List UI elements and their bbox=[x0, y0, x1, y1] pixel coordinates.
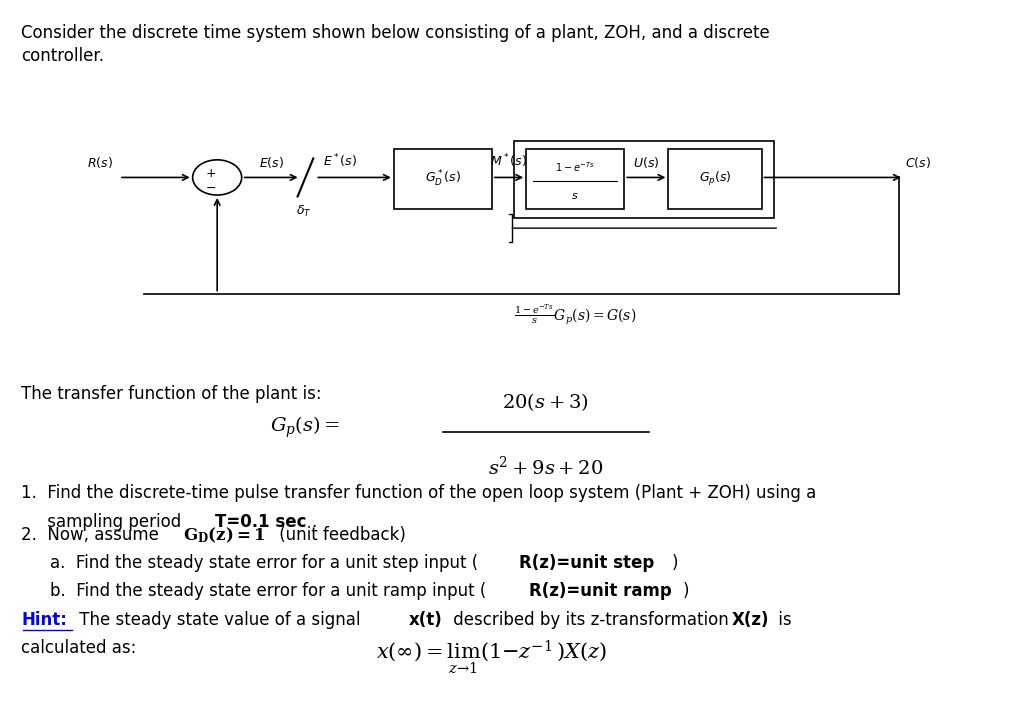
Text: ): ) bbox=[683, 583, 690, 600]
Text: controller.: controller. bbox=[21, 47, 104, 65]
Text: is: is bbox=[773, 611, 792, 629]
Text: $C(s)$: $C(s)$ bbox=[906, 156, 931, 170]
Text: described by its z-transformation: described by its z-transformation bbox=[448, 611, 734, 629]
Text: $U(s)$: $U(s)$ bbox=[633, 156, 659, 170]
Text: 2.  Now, assume: 2. Now, assume bbox=[21, 526, 164, 544]
Text: $R(s)$: $R(s)$ bbox=[87, 156, 112, 170]
Text: sampling period: sampling period bbox=[21, 513, 186, 532]
Text: $E^*(s)$: $E^*(s)$ bbox=[323, 153, 357, 170]
Text: The transfer function of the plant is:: The transfer function of the plant is: bbox=[21, 385, 321, 403]
Text: Hint:: Hint: bbox=[21, 611, 67, 629]
Text: $s$: $s$ bbox=[571, 191, 579, 201]
Text: $G_p(s) =$: $G_p(s) =$ bbox=[270, 415, 340, 440]
FancyBboxPatch shape bbox=[393, 149, 491, 209]
Text: $\mathbf{G_D(z) = 1}$: $\mathbf{G_D(z) = 1}$ bbox=[183, 526, 265, 545]
Text: R(z)=unit step: R(z)=unit step bbox=[520, 554, 654, 572]
Text: $G^*_D(s)$: $G^*_D(s)$ bbox=[425, 169, 461, 189]
Text: $x(\infty) = \lim_{z \to 1} (1 - z^{-1}) X(z)$: $x(\infty) = \lim_{z \to 1} (1 - z^{-1})… bbox=[376, 638, 608, 676]
Text: b.  Find the steady state error for a unit ramp input (: b. Find the steady state error for a uni… bbox=[51, 583, 486, 600]
FancyBboxPatch shape bbox=[526, 149, 624, 209]
Text: calculated as:: calculated as: bbox=[21, 638, 136, 657]
Text: ): ) bbox=[671, 554, 677, 572]
Text: Consider the discrete time system shown below consisting of a plant, ZOH, and a : Consider the discrete time system shown … bbox=[21, 24, 769, 42]
Text: +: + bbox=[206, 167, 216, 180]
Text: $E(s)$: $E(s)$ bbox=[259, 156, 284, 170]
Text: 1.  Find the discrete-time pulse transfer function of the open loop system (Plan: 1. Find the discrete-time pulse transfer… bbox=[21, 484, 816, 502]
Text: $\frac{1-e^{-Ts}}{s}G_p(s) = G(s)$: $\frac{1-e^{-Ts}}{s}G_p(s) = G(s)$ bbox=[514, 303, 636, 327]
Text: X(z): X(z) bbox=[732, 611, 769, 629]
Text: $G_p(s)$: $G_p(s)$ bbox=[699, 170, 731, 188]
FancyBboxPatch shape bbox=[668, 149, 761, 209]
Text: $M^*(s)$: $M^*(s)$ bbox=[490, 153, 528, 170]
Text: R(z)=unit ramp: R(z)=unit ramp bbox=[529, 583, 672, 600]
Text: $20(s + 3)$: $20(s + 3)$ bbox=[502, 392, 589, 414]
Text: a.  Find the steady state error for a unit step input (: a. Find the steady state error for a uni… bbox=[51, 554, 478, 572]
Text: (unit feedback): (unit feedback) bbox=[274, 526, 406, 544]
Text: −: − bbox=[206, 182, 216, 195]
Text: T=0.1 sec: T=0.1 sec bbox=[215, 513, 306, 532]
Text: .: . bbox=[311, 513, 316, 532]
Text: x(t): x(t) bbox=[408, 611, 442, 629]
Text: The steady state value of a signal: The steady state value of a signal bbox=[74, 611, 366, 629]
Text: $\delta_T$: $\delta_T$ bbox=[295, 204, 311, 219]
Text: $1-e^{-Ts}$: $1-e^{-Ts}$ bbox=[555, 160, 595, 174]
Text: $s^2 + 9s + 20$: $s^2 + 9s + 20$ bbox=[488, 455, 604, 479]
